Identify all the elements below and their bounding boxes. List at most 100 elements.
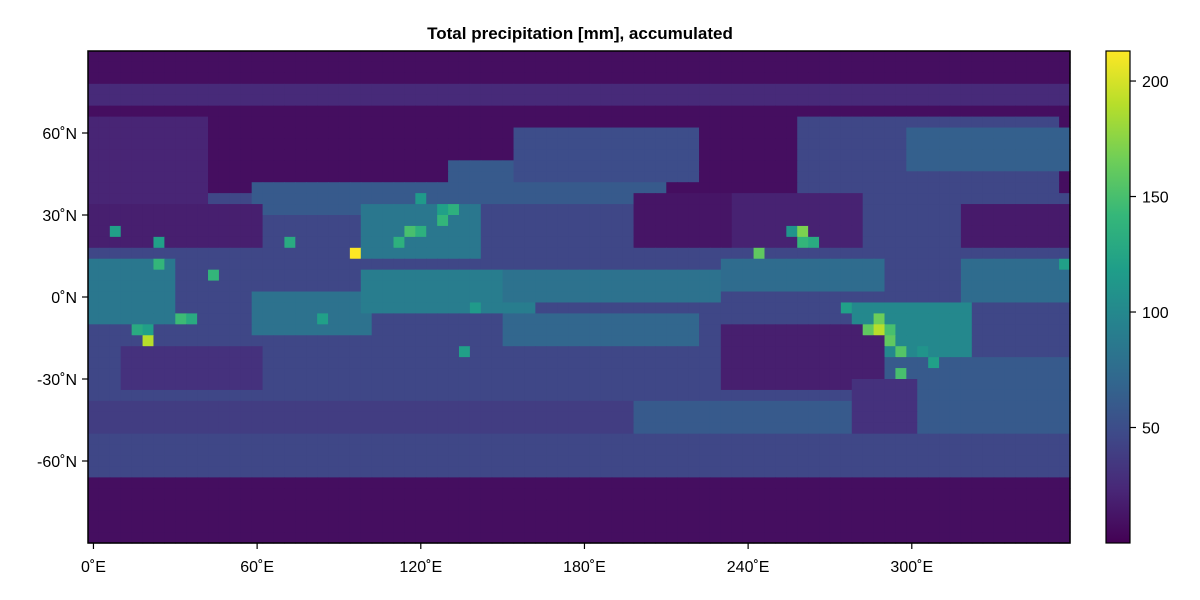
- heatmap-cell: [295, 357, 307, 369]
- heatmap-cell: [273, 215, 285, 227]
- heatmap-cell: [98, 149, 111, 161]
- heatmap-cell: [502, 357, 515, 369]
- heatmap-cell: [1037, 116, 1049, 129]
- heatmap-cell: [1059, 127, 1071, 140]
- heatmap-cell: [808, 138, 820, 150]
- heatmap-cell: [273, 204, 285, 216]
- heatmap-cell: [862, 225, 875, 238]
- heatmap-cell: [98, 335, 111, 347]
- heatmap-cell: [524, 368, 536, 380]
- heatmap-cell: [819, 411, 831, 424]
- heatmap-cell: [764, 193, 776, 205]
- heatmap-cell: [295, 127, 307, 140]
- heatmap-cell: [982, 182, 995, 194]
- heatmap-cell: [655, 171, 667, 183]
- heatmap-cell: [928, 455, 940, 468]
- heatmap-cell: [98, 193, 111, 205]
- heatmap-cell: [208, 422, 220, 435]
- heatmap-cell: [895, 149, 907, 161]
- heatmap-cell: [917, 83, 929, 96]
- heatmap-cell: [949, 346, 962, 358]
- heatmap-cell: [284, 94, 296, 107]
- heatmap-cell: [622, 422, 635, 435]
- heatmap-cell: [513, 521, 526, 533]
- heatmap-cell: [153, 116, 165, 129]
- heatmap-cell: [688, 138, 700, 150]
- heatmap-cell: [338, 193, 351, 205]
- heatmap-cell: [437, 302, 449, 314]
- heatmap-cell: [895, 138, 907, 150]
- heatmap-cell: [589, 149, 602, 161]
- heatmap-cell: [153, 83, 165, 96]
- heatmap-cell: [502, 138, 515, 150]
- heatmap-cell: [742, 182, 755, 194]
- heatmap-cell: [895, 521, 907, 533]
- heatmap-cell: [644, 83, 656, 96]
- heatmap-cell: [677, 204, 689, 216]
- heatmap-cell: [557, 61, 569, 74]
- heatmap-cell: [720, 433, 733, 446]
- heatmap-cell: [600, 258, 613, 271]
- heatmap-cell: [819, 72, 831, 85]
- heatmap-cell: [284, 477, 296, 489]
- heatmap-cell: [589, 225, 602, 238]
- heatmap-cell: [513, 127, 526, 140]
- heatmap-cell: [557, 291, 569, 304]
- heatmap-cell: [557, 258, 569, 271]
- heatmap-cell: [284, 291, 296, 304]
- heatmap-cell: [775, 324, 787, 336]
- heatmap-cell: [535, 324, 547, 336]
- heatmap-cell: [677, 182, 689, 194]
- heatmap-cell: [360, 204, 373, 216]
- heatmap-cell: [1004, 72, 1017, 85]
- heatmap-cell: [611, 127, 624, 140]
- heatmap-cell: [753, 236, 766, 249]
- heatmap-cell: [480, 193, 493, 205]
- heatmap-cell: [917, 455, 929, 468]
- heatmap-cell: [1015, 444, 1027, 457]
- heatmap-cell: [688, 444, 700, 457]
- heatmap-cell: [939, 51, 951, 63]
- heatmap-cell: [164, 182, 176, 194]
- heatmap-cell: [840, 269, 853, 282]
- heatmap-cell: [502, 302, 515, 314]
- heatmap-cell: [666, 215, 678, 227]
- heatmap-cell: [1059, 149, 1071, 161]
- heatmap-cell: [437, 171, 449, 183]
- heatmap-cell: [371, 127, 384, 140]
- heatmap-cell: [808, 127, 820, 140]
- heatmap-cell: [753, 171, 766, 183]
- heatmap-cell: [579, 182, 591, 194]
- heatmap-cell: [797, 247, 809, 260]
- heatmap-cell: [862, 324, 875, 336]
- heatmap-cell: [557, 149, 569, 161]
- heatmap-cell: [677, 171, 689, 183]
- heatmap-cell: [699, 182, 711, 194]
- heatmap-cell: [1004, 105, 1017, 118]
- heatmap-cell: [677, 411, 689, 424]
- heatmap-cell: [131, 116, 144, 129]
- heatmap-cell: [458, 258, 471, 271]
- heatmap-cell: [633, 499, 646, 511]
- heatmap-cell: [960, 105, 973, 118]
- heatmap-cell: [524, 83, 536, 96]
- heatmap-cell: [753, 488, 766, 500]
- heatmap-cell: [415, 433, 427, 446]
- heatmap-cell: [513, 138, 526, 150]
- heatmap-cell: [993, 433, 1006, 446]
- heatmap-cell: [764, 313, 776, 325]
- heatmap-cell: [197, 346, 209, 358]
- heatmap-cell: [928, 291, 940, 304]
- heatmap-cell: [251, 324, 264, 336]
- heatmap-cell: [284, 236, 296, 249]
- heatmap-cell: [622, 433, 635, 446]
- heatmap-cell: [535, 313, 547, 325]
- heatmap-cell: [797, 357, 809, 369]
- heatmap-cell: [568, 83, 580, 96]
- heatmap-cell: [197, 488, 209, 500]
- heatmap-cell: [775, 400, 787, 413]
- heatmap-cell: [338, 127, 351, 140]
- heatmap-cell: [819, 127, 831, 140]
- heatmap-cell: [262, 247, 275, 260]
- heatmap-cell: [688, 94, 700, 107]
